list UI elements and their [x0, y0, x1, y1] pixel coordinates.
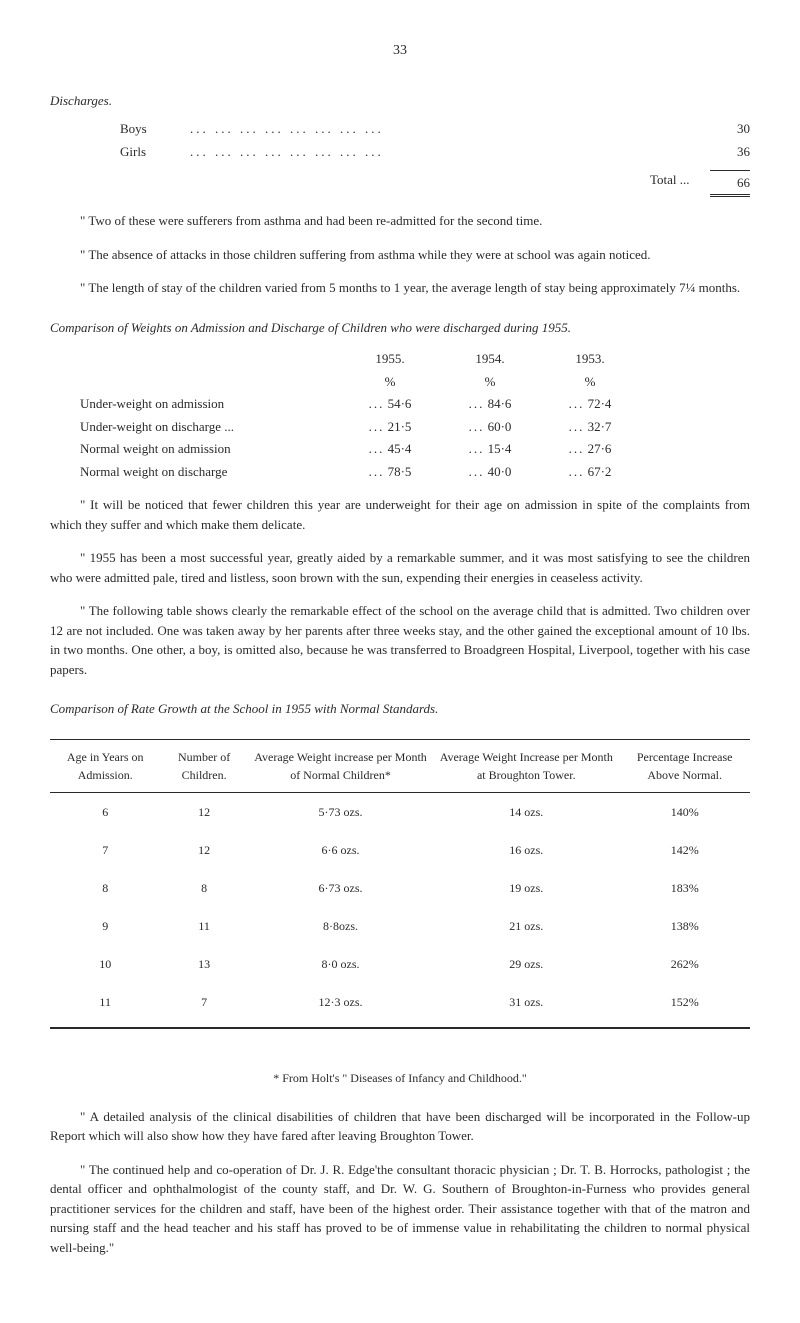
table-cell: 262%: [619, 945, 750, 983]
comp-value: ... 67·2: [540, 462, 640, 482]
comp-header-row: 1955. 1954. 1953.: [80, 349, 750, 369]
rate-heading: Comparison of Rate Growth at the School …: [50, 699, 750, 719]
table-cell: 6: [50, 792, 160, 831]
table-header: Number of Children.: [160, 739, 247, 792]
paragraph: " The length of stay of the children var…: [50, 278, 750, 298]
comp-value: ... 72·4: [540, 394, 640, 414]
discharge-row-girls: Girls ... ... ... ... ... ... ... ... 36: [120, 142, 750, 162]
rate-table: Age in Years on Admission. Number of Chi…: [50, 739, 750, 1049]
row-value: 36: [710, 142, 750, 162]
table-cell: 12: [160, 831, 247, 869]
comp-value: ... 32·7: [540, 417, 640, 437]
table-cell: 29 ozs.: [433, 945, 619, 983]
table-header: Age in Years on Admission.: [50, 739, 160, 792]
comparison-table: 1955. 1954. 1953. % % % Under-weight on …: [80, 349, 750, 481]
table-cell: 14 ozs.: [433, 792, 619, 831]
page-number: 33: [50, 40, 750, 61]
table-cell: 138%: [619, 907, 750, 945]
discharge-total-row: Total ... 66: [120, 170, 750, 198]
comp-label: Under-weight on admission: [80, 394, 340, 414]
table-cell: 183%: [619, 869, 750, 907]
discharge-row-boys: Boys ... ... ... ... ... ... ... ... 30: [120, 119, 750, 139]
table-cell: 142%: [619, 831, 750, 869]
table-cell: 6·6 ozs.: [248, 831, 433, 869]
table-cell: 12: [160, 792, 247, 831]
comp-value: ... 84·6: [440, 394, 540, 414]
paragraph: " A detailed analysis of the clinical di…: [50, 1107, 750, 1146]
comp-label: Normal weight on discharge: [80, 462, 340, 482]
table-cell: 152%: [619, 983, 750, 1028]
paragraph: " Two of these were sufferers from asthm…: [50, 211, 750, 231]
table-row: 7 12 6·6 ozs. 16 ozs. 142%: [50, 831, 750, 869]
comp-data-row: Normal weight on discharge ... 78·5 ... …: [80, 462, 750, 482]
comp-value: ... 78·5: [340, 462, 440, 482]
table-cell: 8: [160, 869, 247, 907]
year-header: 1954.: [440, 349, 540, 369]
table-cell: 5·73 ozs.: [248, 792, 433, 831]
table-row: 8 8 6·73 ozs. 19 ozs. 183%: [50, 869, 750, 907]
table-header-row: Age in Years on Admission. Number of Chi…: [50, 739, 750, 792]
comp-label: Under-weight on discharge ...: [80, 417, 340, 437]
pct-symbol: %: [440, 372, 540, 392]
total-value: 66: [710, 170, 750, 198]
comparison-heading: Comparison of Weights on Admission and D…: [50, 318, 750, 338]
comp-value: ... 40·0: [440, 462, 540, 482]
comp-pct-row: % % %: [80, 372, 750, 392]
table-cell: 21 ozs.: [433, 907, 619, 945]
table-cell: 8·0 ozs.: [248, 945, 433, 983]
paragraph: " It will be noticed that fewer children…: [50, 495, 750, 534]
table-cell: 10: [50, 945, 160, 983]
row-dots: ... ... ... ... ... ... ... ...: [190, 142, 710, 162]
row-label: Girls: [120, 142, 190, 162]
table-cell: 7: [50, 831, 160, 869]
table-cell: 8: [50, 869, 160, 907]
comp-data-row: Under-weight on discharge ... ... 21·5 .…: [80, 417, 750, 437]
comp-value: ... 21·5: [340, 417, 440, 437]
footnote: * From Holt's " Diseases of Infancy and …: [50, 1069, 750, 1087]
table-row: 6 12 5·73 ozs. 14 ozs. 140%: [50, 792, 750, 831]
row-value: 30: [710, 119, 750, 139]
paragraph: " 1955 has been a most successful year, …: [50, 548, 750, 587]
comp-data-row: Under-weight on admission ... 54·6 ... 8…: [80, 394, 750, 414]
table-cell: 19 ozs.: [433, 869, 619, 907]
paragraph: " The continued help and co-operation of…: [50, 1160, 750, 1258]
comp-value: ... 54·6: [340, 394, 440, 414]
table-cell: 11: [50, 983, 160, 1028]
table-cell: 8·8ozs.: [248, 907, 433, 945]
table-header: Percentage Increase Above Normal.: [619, 739, 750, 792]
table-cell: 11: [160, 907, 247, 945]
table-row: 10 13 8·0 ozs. 29 ozs. 262%: [50, 945, 750, 983]
total-label: Total ...: [650, 170, 710, 198]
pct-symbol: %: [540, 372, 640, 392]
year-header: 1955.: [340, 349, 440, 369]
comp-value: ... 45·4: [340, 439, 440, 459]
table-cell: 6·73 ozs.: [248, 869, 433, 907]
table-header: Average Weight Increase per Month at Bro…: [433, 739, 619, 792]
paragraph: " The following table shows clearly the …: [50, 601, 750, 679]
table-cell: 12·3 ozs.: [248, 983, 433, 1028]
row-label: Boys: [120, 119, 190, 139]
pct-symbol: %: [340, 372, 440, 392]
table-cell: 140%: [619, 792, 750, 831]
table-cell: 13: [160, 945, 247, 983]
table-cell: 31 ozs.: [433, 983, 619, 1028]
table-row: 11 7 12·3 ozs. 31 ozs. 152%: [50, 983, 750, 1028]
discharges-heading: Discharges.: [50, 91, 750, 111]
comp-data-row: Normal weight on admission ... 45·4 ... …: [80, 439, 750, 459]
year-header: 1953.: [540, 349, 640, 369]
comp-value: ... 15·4: [440, 439, 540, 459]
table-cell: 16 ozs.: [433, 831, 619, 869]
comp-value: ... 60·0: [440, 417, 540, 437]
table-cell: 7: [160, 983, 247, 1028]
comp-value: ... 27·6: [540, 439, 640, 459]
table-header: Average Weight increase per Month of Nor…: [248, 739, 433, 792]
table-row: 9 11 8·8ozs. 21 ozs. 138%: [50, 907, 750, 945]
comp-label: Normal weight on admission: [80, 439, 340, 459]
paragraph: " The absence of attacks in those childr…: [50, 245, 750, 265]
row-dots: ... ... ... ... ... ... ... ...: [190, 119, 710, 139]
table-cell: 9: [50, 907, 160, 945]
